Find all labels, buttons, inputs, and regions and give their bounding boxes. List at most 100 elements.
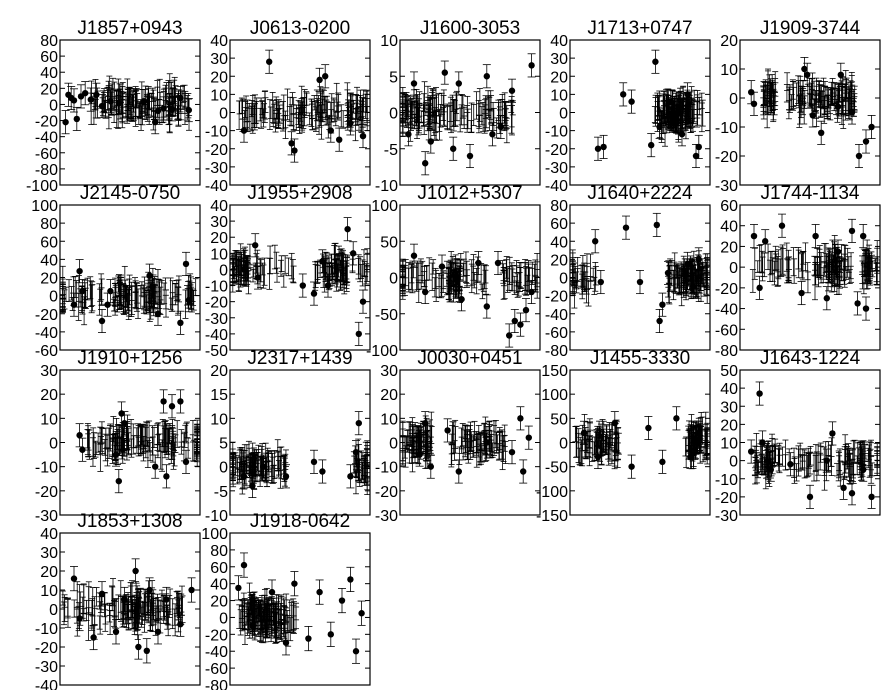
residual-point: [457, 287, 466, 312]
residual-point: [354, 321, 363, 346]
panel-title: J1918-0642: [250, 511, 350, 532]
residual-point: [159, 389, 168, 414]
y-tick-label: 30: [380, 363, 398, 380]
y-tick-label: 0: [49, 602, 58, 619]
residual-point: [591, 229, 600, 254]
y-tick-label: -50: [545, 460, 568, 477]
y-tick-label: 20: [40, 387, 58, 404]
residual-point: [594, 136, 602, 161]
residual-point: [836, 62, 845, 87]
y-tick-label: 0: [219, 610, 228, 627]
y-tick-label: 10: [550, 87, 568, 104]
residual-point: [867, 484, 876, 509]
residual-point: [240, 118, 248, 143]
y-tick-label: 30: [720, 399, 738, 416]
residual-point: [508, 78, 516, 103]
residual-point: [859, 224, 868, 249]
residual-point: [686, 444, 695, 470]
y-tick-label: 60: [40, 49, 58, 66]
y-tick-label: 20: [210, 69, 228, 86]
y-tick-label: 40: [720, 219, 738, 236]
y-tick-label: 20: [550, 69, 568, 86]
residual-point: [862, 129, 870, 154]
residual-point: [811, 224, 820, 249]
y-tick-label: 30: [550, 51, 568, 68]
y-tick-label: 0: [559, 271, 568, 288]
y-tick-label: 10: [720, 62, 738, 79]
residual-point: [75, 423, 84, 448]
y-tick-label: -20: [545, 289, 568, 306]
y-tick-label: 60: [40, 234, 58, 251]
residual-point: [426, 454, 435, 479]
y-tick-label: -30: [375, 508, 398, 525]
residual-point: [672, 406, 681, 431]
y-tick-label: -10: [205, 508, 228, 525]
y-tick-label: -40: [205, 327, 228, 344]
y-tick-label: 40: [720, 381, 738, 398]
residual-point: [848, 481, 856, 506]
residual-point: [421, 411, 430, 436]
y-tick-label: -60: [35, 343, 58, 360]
y-tick-label: -10: [375, 178, 398, 195]
panel-title: J1909-3744: [760, 18, 861, 39]
residual-cloud: [399, 251, 541, 304]
residual-cloud: [236, 582, 300, 647]
residual-point: [758, 430, 767, 455]
residual-point: [359, 289, 367, 314]
residual-point: [594, 444, 602, 470]
residual-cloud: [84, 414, 201, 472]
residual-point: [658, 449, 667, 474]
panel-title: J1713+0747: [587, 18, 692, 39]
panel-title: J1640+2224: [587, 183, 693, 204]
residual-point: [182, 251, 190, 276]
y-tick-label: -60: [715, 322, 738, 339]
residual-point: [410, 243, 418, 268]
residual-point: [168, 394, 176, 419]
y-tick-label: -10: [545, 124, 568, 141]
y-tick-label: 30: [40, 545, 58, 562]
y-tick-label: 30: [210, 214, 228, 231]
residual-point: [750, 91, 758, 116]
residual-point: [694, 420, 703, 445]
y-tick-label: -60: [205, 661, 228, 678]
residual-point: [519, 459, 528, 484]
y-tick-label: -10: [205, 124, 228, 141]
y-tick-label: -30: [35, 659, 58, 676]
y-tick-label: 5: [389, 69, 398, 86]
residual-point: [855, 143, 863, 169]
residual-point: [797, 281, 806, 306]
residual-point: [112, 619, 120, 645]
y-tick-label: -30: [205, 311, 228, 328]
residual-point: [761, 229, 770, 254]
residual-point: [647, 133, 656, 158]
y-tick-label: -20: [375, 484, 398, 501]
y-tick-label: -20: [545, 142, 568, 159]
residual-cloud: [399, 81, 516, 144]
residual-point: [853, 291, 862, 316]
y-tick-label: -20: [205, 295, 228, 312]
residual-point: [168, 97, 176, 122]
residual-point: [187, 577, 196, 603]
y-tick-label: 0: [219, 262, 228, 279]
residual-point: [652, 212, 661, 237]
y-tick-label: 20: [40, 271, 58, 288]
residual-point: [98, 581, 106, 607]
y-tick-label: -10: [715, 120, 738, 137]
y-tick-label: -10: [35, 460, 58, 477]
y-tick-label: 40: [210, 577, 228, 594]
residual-point: [290, 138, 299, 163]
y-tick-label: -80: [545, 343, 568, 360]
y-tick-label: 20: [720, 417, 738, 434]
residual-point: [806, 484, 814, 509]
residual-point: [70, 292, 78, 317]
residual-point: [750, 224, 758, 249]
y-tick-label: -5: [384, 142, 398, 159]
residual-point: [326, 621, 335, 647]
panel-j1455-3330: J1455-3330 150 100 50 0 -50 -100 -150: [536, 348, 711, 525]
y-tick-label: -10: [715, 472, 738, 489]
residual-point: [61, 110, 70, 135]
residual-point: [321, 64, 330, 89]
